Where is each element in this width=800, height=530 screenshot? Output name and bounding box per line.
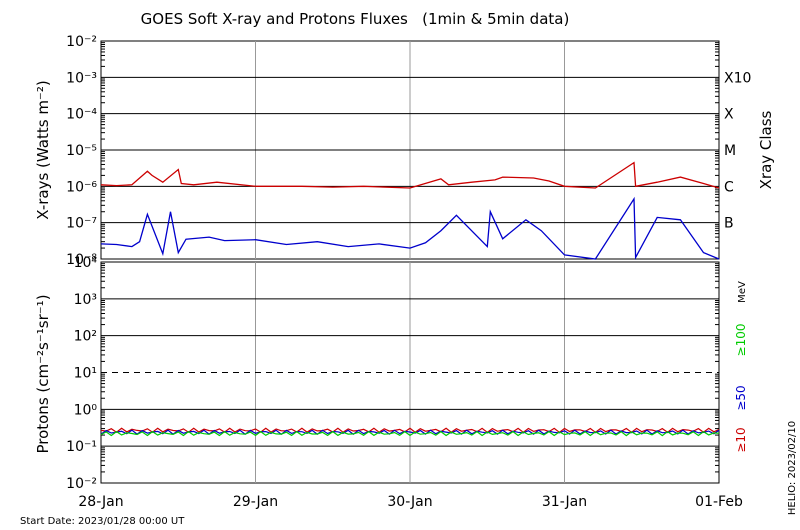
- y-tick-label: 10⁻⁶: [66, 179, 97, 195]
- y-tick-label: 10⁻¹: [66, 439, 97, 455]
- xray-y-axis-label: X-rays (Watts m⁻²): [34, 80, 52, 219]
- x-tick-label: 29-Jan: [233, 494, 278, 510]
- y-tick-label: 10¹: [74, 366, 97, 382]
- x-tick-label: 30-Jan: [387, 494, 432, 510]
- time-axis: 28-Jan 29-Jan 30-Jan 31-Jan 01-Feb: [78, 494, 743, 510]
- xray-class-label: X: [724, 107, 734, 123]
- proton-panel: 10⁻² 10⁻¹ 10⁰ 10¹ 10² 10³ 10⁴ ≥10 ≥50 ≥100: [66, 255, 748, 492]
- xray-class-label: B: [724, 216, 734, 232]
- proton-series: [100, 430, 720, 437]
- y-tick-label: 10⁰: [74, 402, 98, 418]
- proton-series: [100, 427, 720, 434]
- x-tick-label: 28-Jan: [78, 494, 123, 510]
- chart-title: GOES Soft X-ray and Protons Fluxes (1min…: [141, 10, 570, 28]
- y-tick-label: 10⁻⁸: [66, 252, 97, 268]
- xray-short-series: [100, 196, 720, 260]
- proton-legend-entry: ≥100: [734, 324, 748, 357]
- x-tick-label: 01-Feb: [695, 494, 743, 510]
- x-tick-label: 31-Jan: [542, 494, 587, 510]
- y-tick-label: 10⁴: [74, 255, 98, 271]
- xray-class-axis-label: Xray Class: [757, 110, 775, 189]
- start-date-label: Start Date: 2023/01/28 00:00 UT: [20, 516, 185, 527]
- y-tick-label: 10²: [74, 329, 97, 345]
- credit-label: HELIO: 2023/02/10: [787, 421, 798, 515]
- xray-panel: 10⁻⁸ 10⁻⁷ 10⁻⁶ 10⁻⁵ 10⁻⁴ 10⁻³ 10⁻² B C M X X10: [66, 34, 751, 268]
- proton-unit-label: MeV: [737, 281, 748, 303]
- proton-y-axis-label: Protons (cm⁻²s⁻¹sr⁻¹): [34, 294, 52, 453]
- xray-class-label: C: [724, 179, 734, 195]
- y-tick-label: 10³: [74, 292, 97, 308]
- y-tick-label: 10⁻²: [66, 476, 97, 492]
- y-tick-label: 10⁻³: [66, 70, 97, 86]
- xray-long-series: [100, 161, 720, 189]
- proton-series: [100, 429, 720, 435]
- proton-legend-entry: ≥50: [734, 385, 748, 410]
- y-tick-label: 10⁻²: [66, 34, 97, 50]
- proton-legend-entry: ≥10: [734, 427, 748, 452]
- y-tick-label: 10⁻⁵: [66, 143, 97, 159]
- xray-class-label: M: [724, 143, 736, 159]
- xray-class-label: X10: [724, 70, 751, 86]
- y-tick-label: 10⁻⁴: [66, 107, 97, 123]
- y-tick-label: 10⁻⁷: [66, 216, 97, 232]
